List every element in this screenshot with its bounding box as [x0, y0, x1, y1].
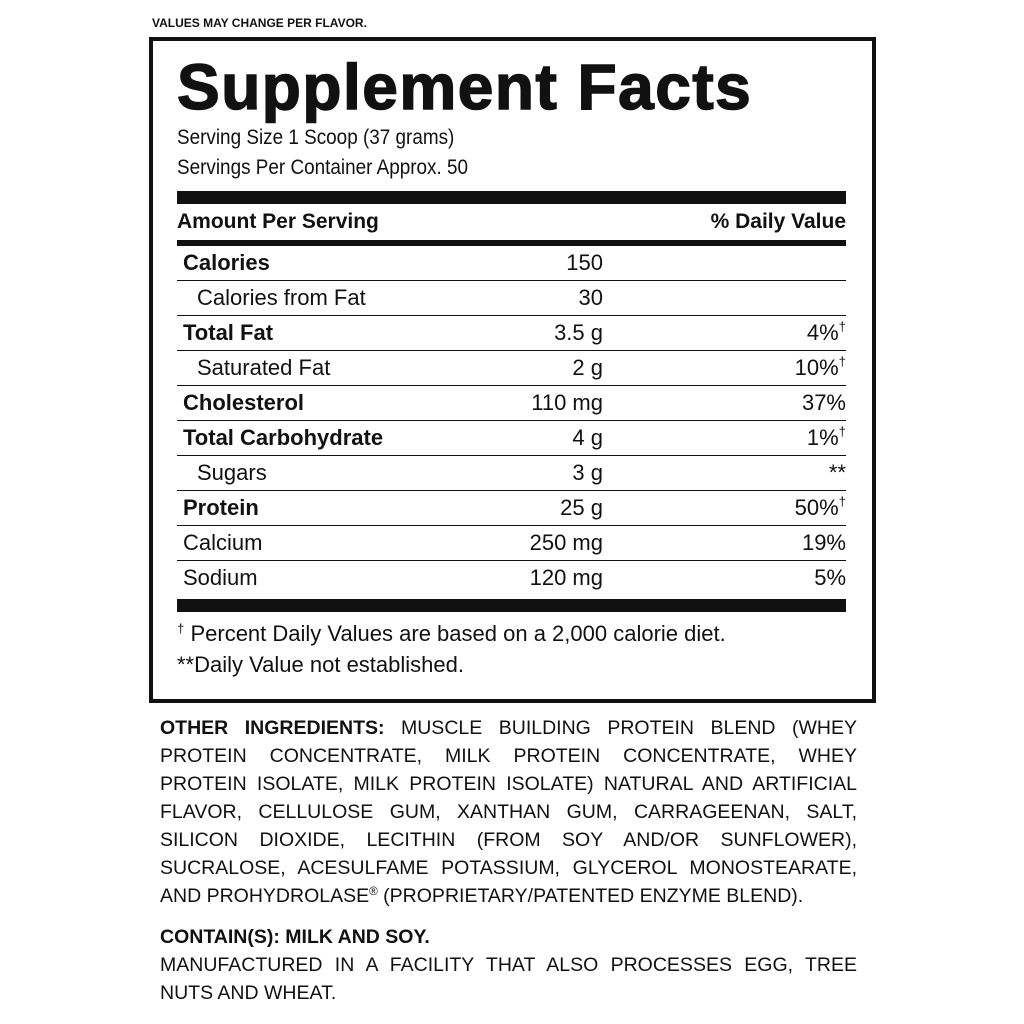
nutrient-daily-value: 37%	[801, 390, 846, 415]
nutrient-daily-value	[603, 281, 846, 315]
nutrient-name: Calories	[183, 250, 270, 275]
nutrient-name: Cholesterol	[183, 390, 305, 415]
nutrient-name: Total Fat	[183, 320, 274, 345]
nutrient-row: Protein 25 g 50%†	[177, 491, 846, 526]
footnote-daily-values: † Percent Daily Values are based on a 2,…	[177, 621, 726, 646]
nutrient-daily-value: 4%†	[806, 319, 846, 345]
nutrient-name: Protein	[183, 495, 259, 520]
nutrient-daily-value: 19%	[801, 530, 846, 555]
serving-size: Serving Size 1 Scoop (37 grams)	[177, 126, 455, 149]
nutrient-amount: 30	[578, 285, 603, 310]
nutrient-row: Total Fat 3.5 g 4%†	[177, 316, 846, 351]
contains-statement: CONTAIN(S): MILK AND SOY.	[160, 926, 430, 948]
allergen-info: CONTAIN(S): MILK AND SOY. MANUFACTURED I…	[160, 923, 857, 1007]
nutrient-row: Total Carbohydrate 4 g 1%†	[177, 421, 846, 456]
servings-per-container: Servings Per Container Approx. 50	[177, 156, 469, 179]
nutrient-name: Calcium	[183, 530, 263, 555]
nutrient-row: Calories from Fat 30	[177, 281, 846, 316]
nutrient-amount: 3.5 g	[554, 320, 603, 345]
nutrient-name: Saturated Fat	[197, 355, 331, 380]
nutrient-row: Cholesterol 110 mg 37%	[177, 386, 846, 421]
nutrient-daily-value: 50%†	[794, 494, 846, 520]
nutrient-amount: 25 g	[560, 495, 603, 520]
nutrient-row: Sugars 3 g **	[177, 456, 846, 491]
nutrient-table: Calories 150 Calories from Fat 30 Total Fat 3…	[177, 246, 846, 595]
nutrient-daily-value: **	[828, 460, 846, 485]
nutrient-amount: 150	[566, 250, 603, 275]
nutrient-daily-value: 10%†	[794, 354, 846, 380]
divider-medium	[177, 240, 846, 246]
nutrient-daily-value	[603, 246, 846, 280]
nutrient-daily-value: 5%	[814, 565, 846, 590]
nutrient-daily-value: 1%†	[806, 424, 846, 450]
flavor-note: VALUES MAY CHANGE PER FLAVOR.	[152, 16, 367, 30]
other-ingredients: OTHER INGREDIENTS: MUSCLE BUILDING PROTE…	[160, 717, 857, 907]
nutrient-amount: 2 g	[572, 355, 603, 380]
footnote-not-established: **Daily Value not established.	[177, 652, 464, 677]
nutrient-row: Calories 150	[177, 246, 846, 281]
ingredients-label: OTHER INGREDIENTS:	[160, 717, 385, 739]
nutrient-amount: 120 mg	[529, 565, 603, 590]
panel-title: Supplement Facts	[176, 50, 753, 124]
nutrient-amount: 4 g	[572, 425, 603, 450]
footnotes: † Percent Daily Values are based on a 2,…	[177, 618, 846, 680]
supplement-facts-panel: Supplement Facts Serving Size 1 Scoop (3…	[149, 37, 876, 703]
column-header: Amount Per Serving % Daily Value	[177, 204, 846, 240]
nutrient-name: Sugars	[197, 460, 267, 485]
nutrient-name: Total Carbohydrate	[183, 425, 384, 450]
nutrient-name: Sodium	[183, 565, 258, 590]
divider-thick	[177, 191, 846, 204]
nutrient-name: Calories from Fat	[197, 285, 366, 310]
header-daily-value: % Daily Value	[710, 210, 846, 233]
nutrient-amount: 250 mg	[529, 530, 603, 555]
nutrient-amount: 110 mg	[531, 390, 603, 415]
nutrient-row: Saturated Fat 2 g 10%†	[177, 351, 846, 386]
header-amount: Amount Per Serving	[177, 210, 379, 233]
facility-statement: MANUFACTURED IN A FACILITY THAT ALSO PRO…	[160, 954, 857, 1004]
nutrient-row: Calcium 250 mg 19%	[177, 526, 846, 561]
nutrient-amount: 3 g	[572, 460, 603, 485]
divider-thick	[177, 599, 846, 612]
nutrient-row: Sodium 120 mg 5%	[177, 561, 846, 595]
